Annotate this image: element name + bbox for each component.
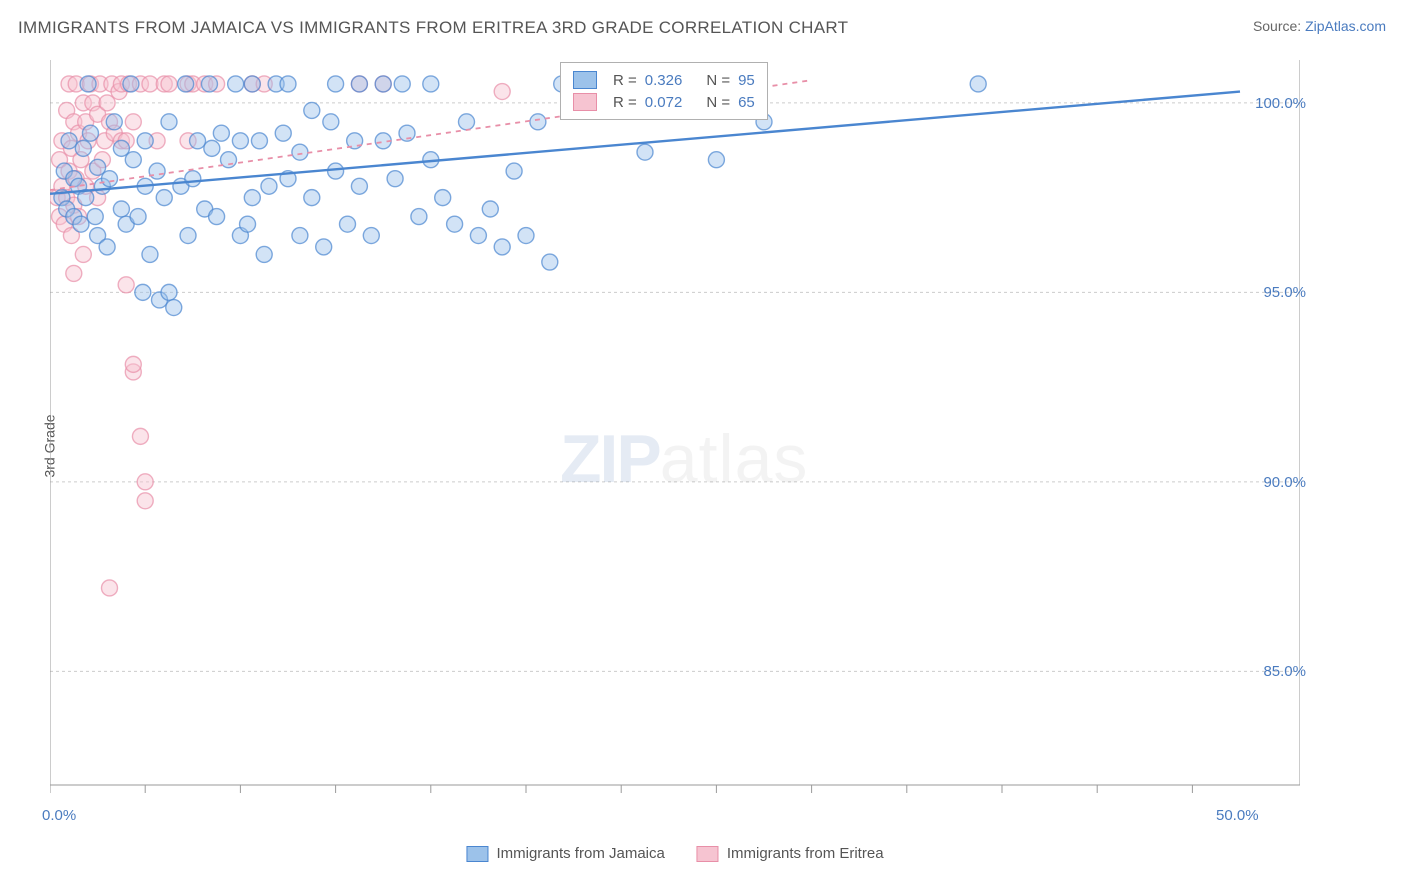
correlation-legend: R = 0.326 N = 95 R = 0.072 N = 65 <box>560 62 768 120</box>
y-tick-label: 95.0% <box>1263 284 1306 301</box>
x-tick-label: 50.0% <box>1216 807 1259 824</box>
legend-label-jamaica: Immigrants from Jamaica <box>496 845 664 862</box>
watermark-zip: ZIP <box>560 421 660 497</box>
n-value-a: 95 <box>738 72 755 89</box>
correlation-row-jamaica: R = 0.326 N = 95 <box>573 69 755 91</box>
series-legend: Immigrants from Jamaica Immigrants from … <box>466 845 883 862</box>
r-value-b: 0.072 <box>645 94 683 111</box>
source-attribution: Source: ZipAtlas.com <box>1253 18 1386 34</box>
r-label-a: R = <box>613 72 637 89</box>
watermark-atlas: atlas <box>660 421 809 497</box>
swatch-jamaica-icon <box>466 846 488 862</box>
y-tick-label: 100.0% <box>1255 95 1306 112</box>
y-tick-label: 85.0% <box>1263 663 1306 680</box>
n-label-a: N = <box>706 72 730 89</box>
swatch-jamaica <box>573 71 597 89</box>
legend-item-jamaica: Immigrants from Jamaica <box>466 845 664 862</box>
source-prefix: Source: <box>1253 18 1305 34</box>
plot-area: ZIPatlas R = 0.326 N = 95 R = 0.072 N = … <box>50 55 1300 825</box>
watermark: ZIPatlas <box>560 420 808 498</box>
swatch-eritrea <box>573 93 597 111</box>
legend-label-eritrea: Immigrants from Eritrea <box>727 845 884 862</box>
source-link[interactable]: ZipAtlas.com <box>1305 18 1386 34</box>
r-value-a: 0.326 <box>645 72 683 89</box>
swatch-eritrea-icon <box>697 846 719 862</box>
r-label-b: R = <box>613 94 637 111</box>
legend-item-eritrea: Immigrants from Eritrea <box>697 845 884 862</box>
n-label-b: N = <box>706 94 730 111</box>
y-tick-label: 90.0% <box>1263 474 1306 491</box>
n-value-b: 65 <box>738 94 755 111</box>
chart-title: IMMIGRANTS FROM JAMAICA VS IMMIGRANTS FR… <box>18 18 848 38</box>
x-tick-label: 0.0% <box>42 807 76 824</box>
correlation-row-eritrea: R = 0.072 N = 65 <box>573 91 755 113</box>
